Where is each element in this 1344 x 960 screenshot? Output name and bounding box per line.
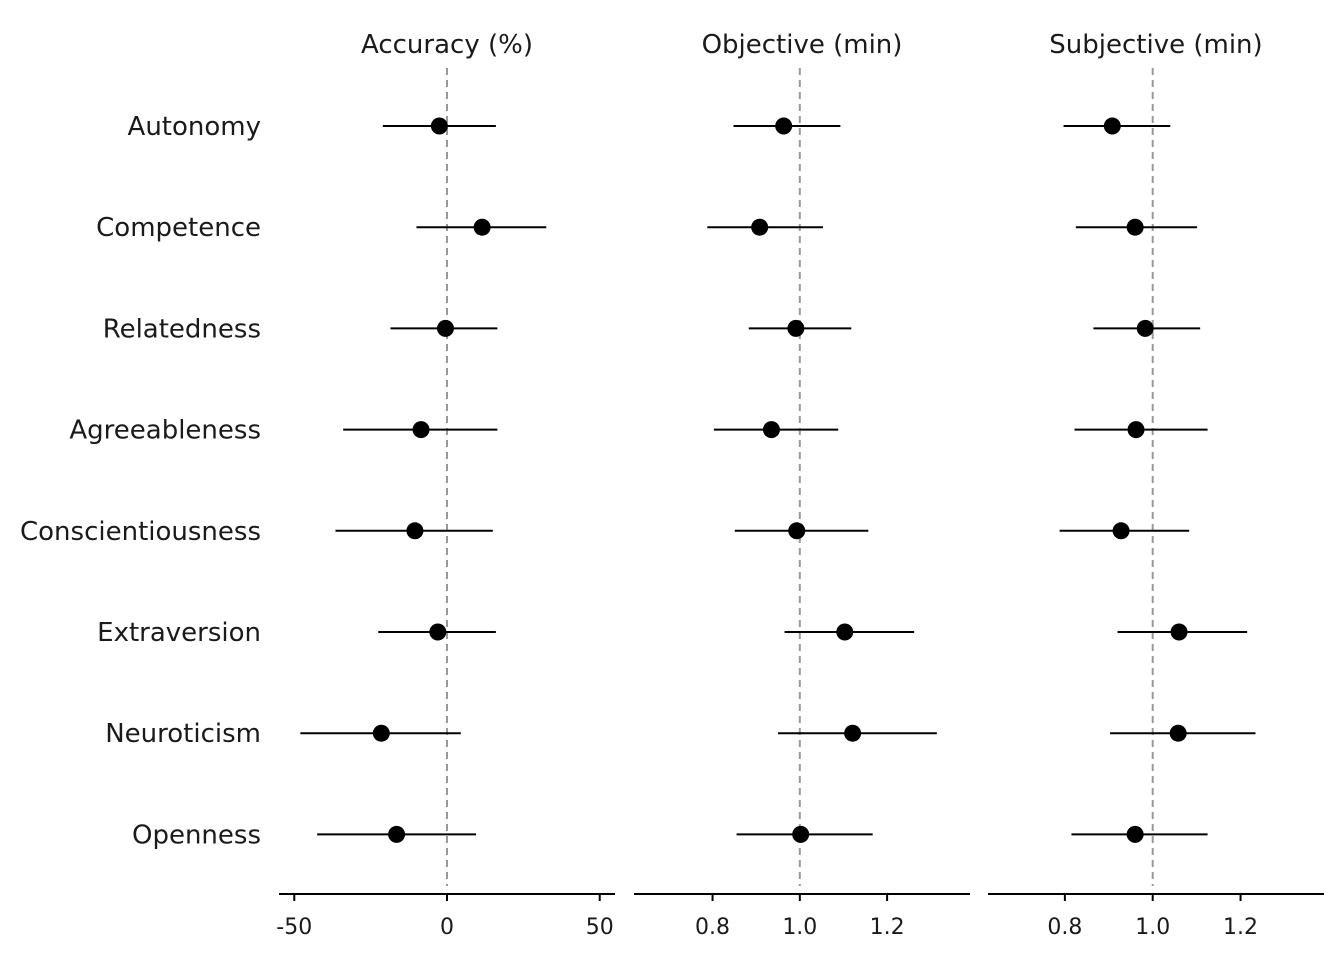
row-label: Openness bbox=[132, 820, 261, 850]
row-label: Neuroticism bbox=[105, 719, 261, 749]
point-estimate bbox=[1170, 623, 1188, 641]
x-tick-label: 1.2 bbox=[870, 915, 905, 940]
point-estimate bbox=[751, 218, 769, 236]
point-estimate bbox=[1169, 724, 1187, 742]
panels: Accuracy (%) -50 0 50 Objective (min) 0.8 1.0 1… bbox=[276, 30, 1324, 940]
point-estimate bbox=[473, 218, 491, 236]
row-label: Competence bbox=[96, 213, 261, 243]
x-tick-label: 50 bbox=[586, 915, 614, 940]
point-estimate bbox=[1112, 522, 1130, 540]
point-estimate bbox=[836, 623, 854, 641]
point-estimate bbox=[429, 623, 447, 641]
x-tick-label: 0.8 bbox=[695, 915, 730, 940]
point-estimate bbox=[844, 724, 862, 742]
row-label: Extraversion bbox=[97, 618, 261, 648]
x-tick-label: 0.8 bbox=[1047, 915, 1082, 940]
point-estimate bbox=[1126, 218, 1144, 236]
point-estimate bbox=[406, 522, 424, 540]
panel-title: Subjective (min) bbox=[1049, 30, 1262, 60]
panel: Subjective (min) 0.8 1.0 1.2 bbox=[988, 30, 1324, 940]
panel: Accuracy (%) -50 0 50 bbox=[276, 30, 615, 940]
x-tick-label: 1.2 bbox=[1223, 915, 1258, 940]
row-label: Agreeableness bbox=[69, 416, 261, 446]
panel-title: Accuracy (%) bbox=[361, 30, 533, 60]
point-estimate bbox=[372, 724, 390, 742]
point-estimate bbox=[436, 319, 454, 337]
point-estimate bbox=[792, 825, 810, 843]
point-estimate bbox=[787, 319, 805, 337]
point-estimate bbox=[430, 117, 448, 135]
panel: Objective (min) 0.8 1.0 1.2 bbox=[634, 30, 970, 940]
panel-title: Objective (min) bbox=[702, 30, 903, 60]
point-estimate bbox=[1127, 421, 1145, 439]
point-estimate bbox=[1103, 117, 1121, 135]
row-label: Relatedness bbox=[103, 314, 261, 344]
point-estimate bbox=[1126, 825, 1144, 843]
point-estimate bbox=[388, 825, 406, 843]
point-estimate bbox=[412, 421, 430, 439]
row-label: Autonomy bbox=[128, 112, 261, 142]
x-tick-label: 1.0 bbox=[1135, 915, 1170, 940]
x-tick-label: 0 bbox=[440, 915, 454, 940]
x-tick-label: -50 bbox=[276, 915, 312, 940]
point-estimate bbox=[788, 522, 806, 540]
row-labels: Autonomy Competence Relatedness Agreeablene… bbox=[20, 112, 261, 850]
row-label: Conscientiousness bbox=[20, 517, 261, 547]
point-estimate bbox=[1136, 319, 1154, 337]
x-tick-label: 1.0 bbox=[782, 915, 817, 940]
point-estimate bbox=[775, 117, 793, 135]
point-estimate bbox=[762, 421, 780, 439]
